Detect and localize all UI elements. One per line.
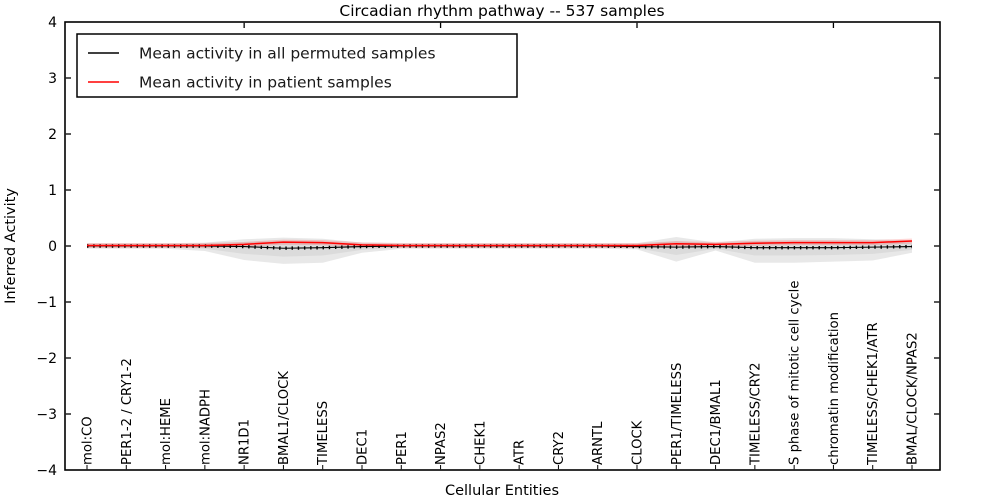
y-tick-label: 4	[48, 15, 57, 31]
y-tick-label: −4	[36, 463, 57, 479]
chart-title: Circadian rhythm pathway -- 537 samples	[339, 2, 664, 20]
x-category-label: CHEK1	[473, 421, 488, 466]
x-category-label: NPAS2	[434, 422, 449, 465]
x-category-label: mol:NADPH	[198, 389, 213, 465]
x-category-label: BMAL1/CLOCK	[277, 371, 292, 465]
x-category-label: PER1/TIMELESS	[670, 363, 685, 465]
x-category-label: NR1D1	[238, 419, 253, 465]
x-category-label: chromatin modification	[827, 312, 842, 465]
x-axis-label: Cellular Entities	[445, 483, 559, 499]
patient-mean-line	[87, 240, 913, 247]
x-category-label: mol:CO	[81, 416, 96, 465]
legend-label-permuted: Mean activity in all permuted samples	[139, 45, 436, 63]
x-category-label: CRY2	[552, 431, 567, 465]
x-category-label: TIMELESS/CRY2	[748, 363, 763, 467]
x-category-label: ARNTL	[591, 421, 606, 465]
tick-layer: −4 −3 −2 −1 0 1 2 3 4 mol:CO PER1-2 / CRY1-2 mol:HE…	[36, 15, 940, 479]
y-axis-label: Inferred Activity	[3, 188, 19, 304]
x-category-label: BMAL/CLOCK/NPAS2	[905, 332, 920, 465]
y-tick-label: 1	[48, 183, 57, 199]
x-category-label: DEC1	[355, 429, 370, 465]
y-tick-label: 3	[48, 71, 57, 87]
x-category-label: S phase of mitotic cell cycle	[788, 281, 803, 465]
legend-label-patient: Mean activity in patient samples	[139, 74, 392, 92]
y-tick-label: 2	[48, 127, 57, 143]
y-tick-label: −2	[36, 351, 57, 367]
plot-frame	[64, 21, 941, 471]
y-tick-label: −1	[36, 295, 57, 311]
legend-box	[76, 33, 518, 98]
x-category-label: TIMELESS	[316, 401, 331, 466]
y-tick-label: −3	[36, 407, 57, 423]
x-category-label: TIMELESS/CHEK1/ATR	[866, 322, 881, 466]
permuted-mean-markers	[87, 244, 913, 250]
series-line-layer	[87, 238, 913, 250]
x-category-label: PER1	[395, 431, 410, 465]
x-category-label: CLOCK	[630, 420, 645, 465]
x-category-label: PER1-2 / CRY1-2	[120, 358, 135, 465]
x-category-label: mol:HEME	[159, 398, 174, 465]
y-tick-label: 0	[48, 239, 57, 255]
legend: Mean activity in all permuted samples Me…	[76, 33, 518, 98]
x-category-label: DEC1/BMAL1	[709, 379, 724, 465]
x-category-label: ATR	[513, 440, 528, 465]
